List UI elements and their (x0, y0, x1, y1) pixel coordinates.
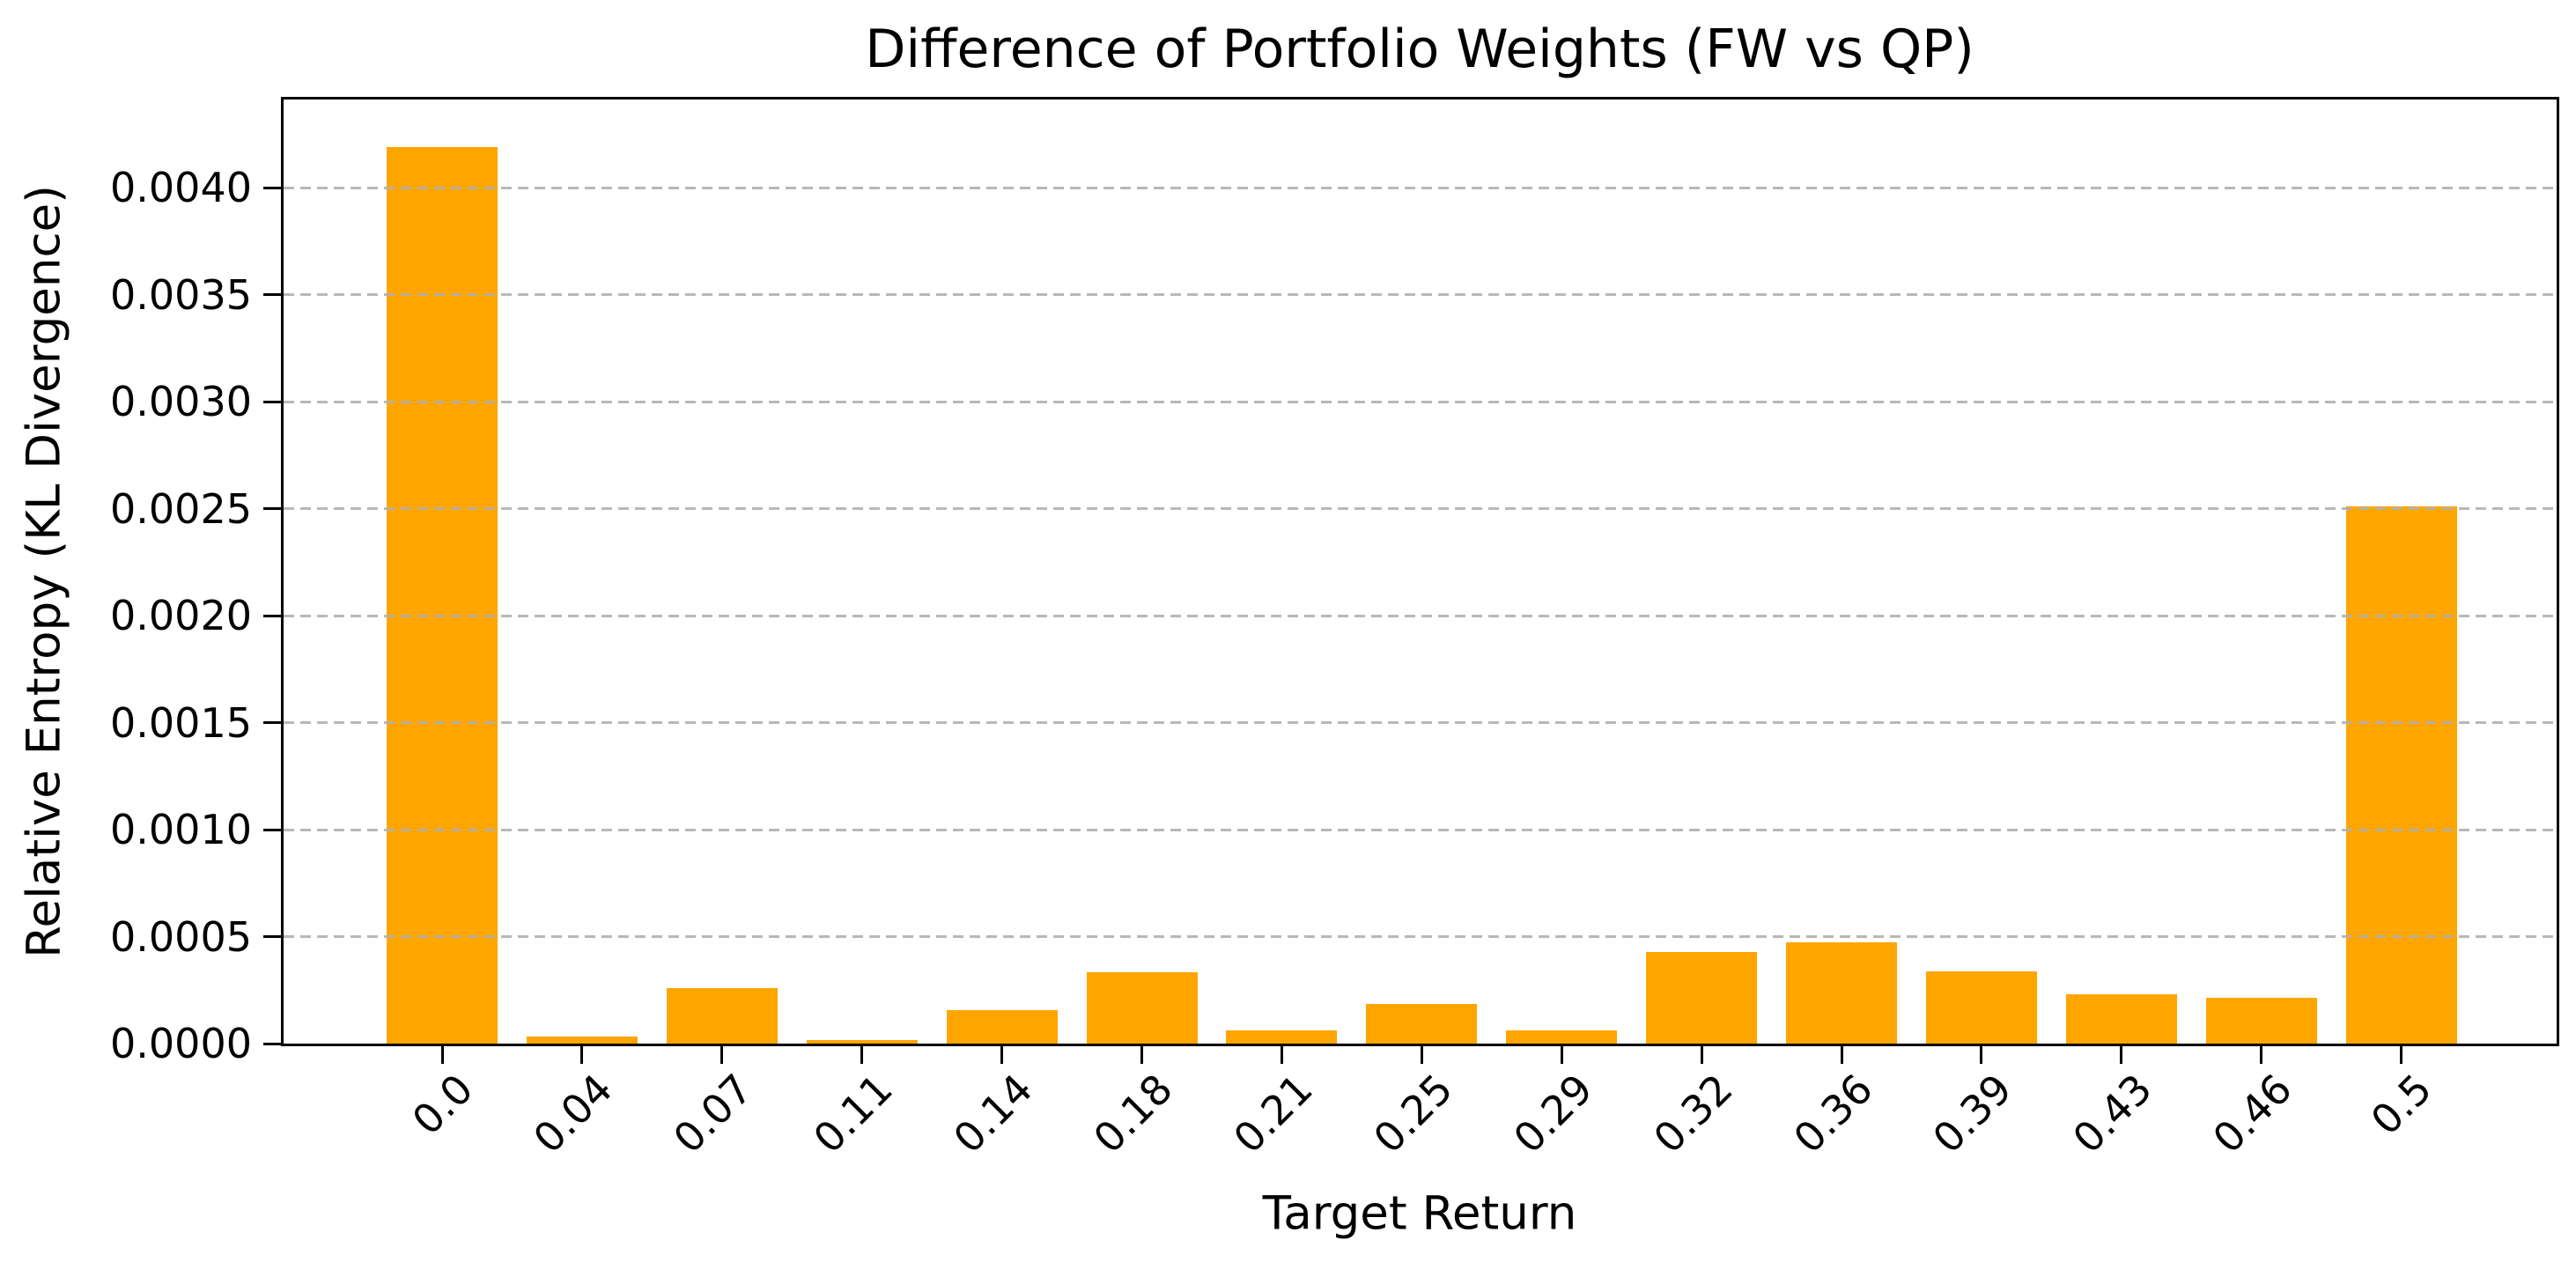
x-tick (1420, 1046, 1423, 1064)
x-tick-label: 0.43 (2063, 1065, 2162, 1162)
y-tick (263, 186, 281, 189)
bar-0.11 (806, 1040, 918, 1044)
bar-0.0 (387, 146, 498, 1044)
bar-0.39 (1925, 971, 2037, 1044)
x-tick (1000, 1046, 1004, 1064)
x-tick-label: 0.14 (944, 1065, 1042, 1162)
y-tick (263, 507, 281, 511)
x-tick-label: 0.21 (1224, 1065, 1322, 1162)
x-tick (1280, 1046, 1283, 1064)
y-tick-label: 0.0020 (110, 592, 252, 640)
x-tick (1560, 1046, 1563, 1064)
x-tick (2120, 1046, 2123, 1064)
y-tick (263, 828, 281, 831)
x-tick (2400, 1046, 2403, 1064)
x-tick-label: 0.07 (664, 1065, 763, 1162)
x-tick-label: 0.46 (2203, 1065, 2302, 1162)
y-tick (263, 293, 281, 297)
x-tick-label: 0.18 (1084, 1065, 1182, 1162)
y-tick-label: 0.0030 (110, 378, 252, 426)
x-tick-label: 0.0 (402, 1065, 483, 1145)
gridline-0.0015 (284, 721, 2557, 725)
x-tick (1700, 1046, 1703, 1064)
chart-title: Difference of Portfolio Weights (FW vs Q… (865, 18, 1974, 80)
gridline-0.003 (284, 400, 2557, 403)
gridline-0.001 (284, 828, 2557, 831)
bar-0.04 (526, 1036, 638, 1044)
x-tick (1840, 1046, 1843, 1064)
gridline-0.0005 (284, 935, 2557, 938)
x-tick-label: 0.36 (1783, 1065, 1882, 1162)
y-tick (263, 1042, 281, 1045)
bar-0.43 (2065, 993, 2177, 1044)
x-tick (440, 1046, 444, 1064)
y-tick-label: 0.0040 (110, 164, 252, 212)
gridline-0.002 (284, 614, 2557, 617)
bar-0.21 (1226, 1030, 1338, 1044)
x-tick (1140, 1046, 1143, 1064)
bar-0.07 (666, 987, 778, 1044)
y-tick (263, 614, 281, 617)
y-tick-label: 0.0010 (110, 806, 252, 854)
x-tick-label: 0.32 (1643, 1065, 1742, 1162)
x-tick-label: 0.29 (1503, 1065, 1602, 1162)
x-tick (580, 1046, 584, 1064)
bar-0.25 (1366, 1004, 1478, 1044)
x-tick (720, 1046, 724, 1064)
y-tick (263, 721, 281, 725)
y-tick-label: 0.0000 (110, 1020, 252, 1067)
gridline-0.0025 (284, 507, 2557, 511)
bar-0.5 (2345, 506, 2457, 1044)
x-tick-label: 0.11 (804, 1065, 903, 1162)
x-tick-label: 0.5 (2362, 1065, 2441, 1145)
y-tick-label: 0.0015 (110, 698, 252, 747)
x-tick (860, 1046, 864, 1064)
x-tick (2260, 1046, 2263, 1064)
bar-0.32 (1646, 951, 1758, 1044)
x-tick-label: 0.39 (1923, 1065, 2022, 1162)
x-tick-label: 0.04 (524, 1065, 623, 1162)
bar-0.18 (1086, 971, 1198, 1044)
plot-area-border (281, 97, 2559, 1046)
y-tick-label: 0.0005 (110, 912, 252, 961)
gridline-0.004 (284, 186, 2557, 189)
y-tick-label: 0.0035 (110, 270, 252, 319)
x-tick-label: 0.25 (1364, 1065, 1462, 1162)
x-axis-label: Target Return (1262, 1186, 1577, 1241)
bar-0.46 (2205, 997, 2317, 1044)
y-tick-label: 0.0025 (110, 484, 252, 533)
y-tick (263, 400, 281, 403)
bar-0.29 (1506, 1030, 1618, 1044)
bar-0.14 (946, 1010, 1058, 1044)
x-tick (1980, 1046, 1983, 1064)
y-tick (263, 935, 281, 938)
gridline-0.0035 (284, 293, 2557, 297)
bar-0.36 (1786, 942, 1897, 1044)
